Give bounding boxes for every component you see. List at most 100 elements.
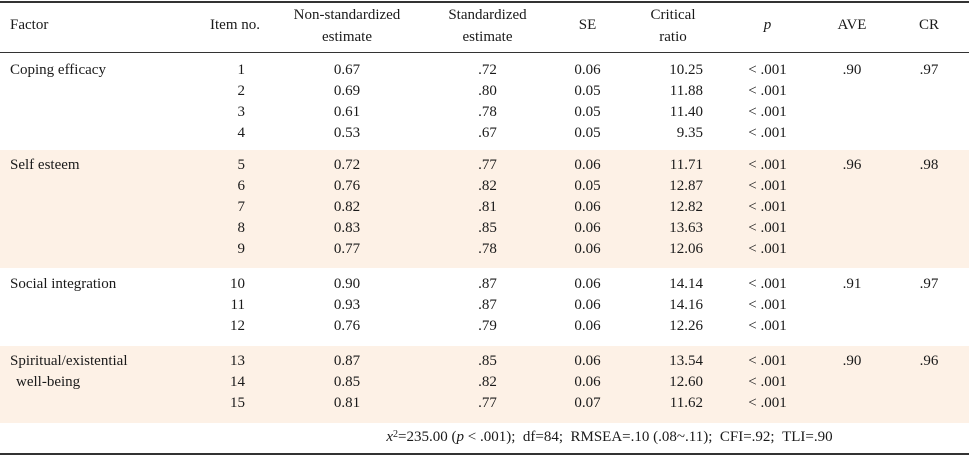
se-cell: 0.05 xyxy=(574,83,601,99)
item-cell: 6 xyxy=(237,178,246,194)
p-cell: < .001 xyxy=(748,395,787,411)
nonstd-cell: 0.87 xyxy=(333,353,361,369)
critical-cell: 11.71 xyxy=(669,157,703,173)
header-item-no: Item no. xyxy=(210,17,260,33)
group-band xyxy=(0,346,969,423)
item-cell: 4 xyxy=(237,125,246,141)
p-cell: < .001 xyxy=(748,353,787,369)
se-cell: 0.07 xyxy=(574,395,601,411)
nonstd-cell: 0.69 xyxy=(333,83,361,99)
critical-cell: 12.06 xyxy=(669,241,703,257)
p-cell: < .001 xyxy=(748,125,787,141)
se-cell: 0.06 xyxy=(574,62,601,78)
se-cell: 0.06 xyxy=(574,241,601,257)
factor-name: Social integration xyxy=(10,276,117,292)
se-cell: 0.06 xyxy=(574,276,601,292)
se-cell: 0.05 xyxy=(574,178,601,194)
critical-cell: 11.40 xyxy=(669,104,703,120)
group-band xyxy=(0,150,969,268)
item-cell: 13 xyxy=(230,353,245,369)
critical-cell: 10.25 xyxy=(669,62,703,78)
critical-cell: 13.54 xyxy=(669,353,703,369)
cr-value: .97 xyxy=(919,276,939,292)
nonstd-cell: 0.76 xyxy=(333,318,361,334)
header-p: p xyxy=(730,14,805,37)
nonstd-cell: 0.90 xyxy=(333,276,361,292)
item-cell: 7 xyxy=(237,199,246,215)
item-cell: 10 xyxy=(230,276,245,292)
nonstd-cell: 0.82 xyxy=(333,199,361,215)
nonstd-cell: 0.93 xyxy=(333,297,361,313)
std-cell: .79 xyxy=(478,318,497,334)
std-cell: .85 xyxy=(478,353,497,369)
se-cell: 0.05 xyxy=(574,125,601,141)
std-cell: .78 xyxy=(478,104,497,120)
ave-value: .91 xyxy=(842,276,862,292)
critical-cell: 9.35 xyxy=(676,125,703,141)
critical-cell: 11.88 xyxy=(669,83,703,99)
header-critical-2: ratio xyxy=(659,29,687,45)
item-cell: 12 xyxy=(230,318,245,334)
ave-value: .90 xyxy=(842,353,862,369)
bottom-rule xyxy=(0,453,969,455)
std-cell: .77 xyxy=(478,395,497,411)
cr-value: .98 xyxy=(919,157,939,173)
p-cell: < .001 xyxy=(748,241,787,257)
fit-statistics: x2=235.00 (p < .001); df=84; RMSEA=.10 (… xyxy=(0,427,969,448)
p-cell: < .001 xyxy=(748,220,787,236)
nonstd-cell: 0.81 xyxy=(333,395,361,411)
nonstd-cell: 0.76 xyxy=(333,178,361,194)
std-cell: .87 xyxy=(478,276,497,292)
factor-name: Coping efficacy xyxy=(10,62,106,78)
p-cell: < .001 xyxy=(748,178,787,194)
tli-stat: TLI=.90 xyxy=(782,429,833,445)
p-cell: < .001 xyxy=(748,199,787,215)
header-factor: Factor xyxy=(10,17,49,33)
critical-cell: 12.82 xyxy=(669,199,703,215)
std-cell: .72 xyxy=(478,62,497,78)
critical-cell: 13.63 xyxy=(669,220,703,236)
item-cell: 15 xyxy=(230,395,245,411)
top-rule xyxy=(0,1,969,3)
std-cell: .82 xyxy=(478,178,497,194)
header-std-2: estimate xyxy=(462,29,513,45)
critical-cell: 12.60 xyxy=(669,374,703,390)
item-cell: 14 xyxy=(230,374,245,390)
chi-value: =235.00 ( xyxy=(398,429,457,445)
p-cell: < .001 xyxy=(748,276,787,292)
std-cell: .87 xyxy=(478,297,497,313)
std-cell: .67 xyxy=(478,125,497,141)
critical-cell: 12.87 xyxy=(669,178,703,194)
nonstd-cell: 0.85 xyxy=(333,374,361,390)
std-cell: .82 xyxy=(478,374,497,390)
chi-p-value: < .001); xyxy=(464,429,516,445)
header-cr: CR xyxy=(918,17,939,33)
ave-value: .90 xyxy=(842,62,862,78)
std-cell: .85 xyxy=(478,220,497,236)
nonstd-cell: 0.67 xyxy=(333,62,361,78)
nonstd-cell: 0.77 xyxy=(333,241,361,257)
chi-p: p xyxy=(456,429,465,445)
chi-superscript: 2 xyxy=(393,429,399,440)
item-cell: 8 xyxy=(237,220,246,236)
std-cell: .78 xyxy=(478,241,497,257)
chi-symbol: x xyxy=(386,429,394,445)
se-cell: 0.06 xyxy=(574,353,601,369)
nonstd-cell: 0.83 xyxy=(333,220,361,236)
std-cell: .80 xyxy=(478,83,497,99)
header-nonstd-2: estimate xyxy=(322,29,372,45)
cfi-stat: CFI=.92; xyxy=(719,429,775,445)
header-p-text: p xyxy=(763,17,772,33)
cr-value: .96 xyxy=(919,353,939,369)
ave-value: .96 xyxy=(842,157,862,173)
item-cell: 1 xyxy=(237,62,246,78)
p-cell: < .001 xyxy=(748,83,787,99)
nonstd-cell: 0.72 xyxy=(333,157,361,173)
factor-name: Self esteem xyxy=(10,157,80,173)
nonstd-cell: 0.61 xyxy=(333,104,361,120)
critical-cell: 14.16 xyxy=(669,297,703,313)
rmsea-stat: RMSEA=.10 (.08~.11); xyxy=(570,429,713,445)
critical-cell: 14.14 xyxy=(669,276,703,292)
factor-name: Spiritual/existential xyxy=(10,353,128,369)
